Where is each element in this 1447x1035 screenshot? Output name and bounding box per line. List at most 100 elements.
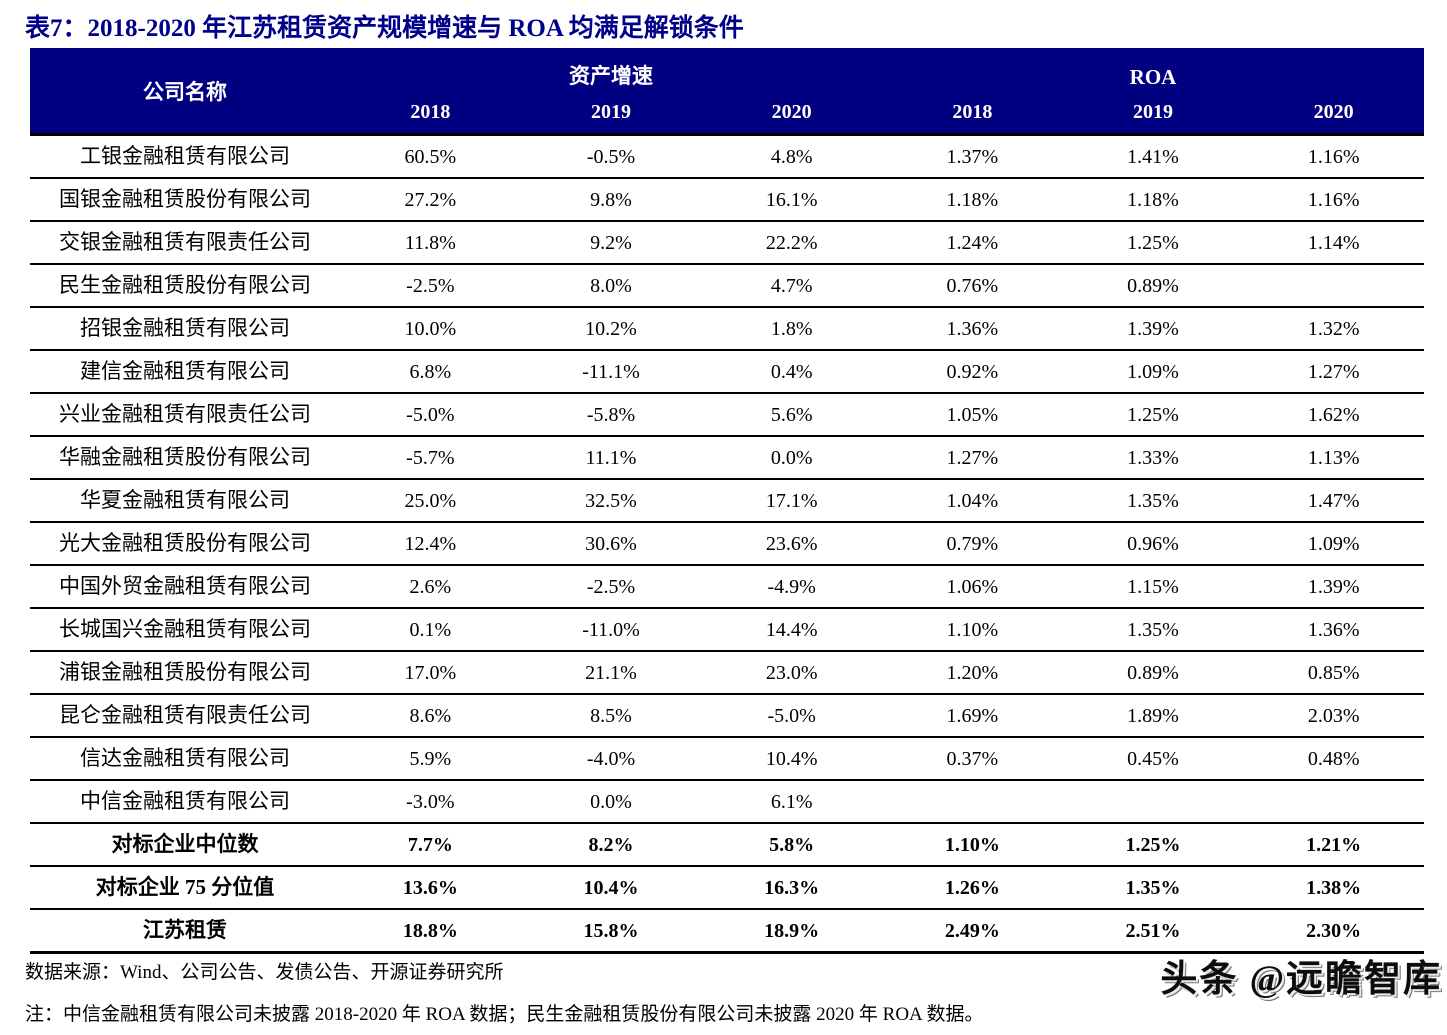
- value-cell: 1.26%: [944, 876, 1000, 899]
- value-cell: 0.79%: [946, 532, 999, 555]
- value-cell: 17.0%: [404, 661, 457, 684]
- table-row: 昆仑金融租赁有限责任公司 8.6% 8.5% -5.0% 1.69% 1.89% 2.03%: [30, 695, 1424, 738]
- value-cell: -0.5%: [586, 145, 636, 168]
- value-cell: 1.25%: [1127, 231, 1179, 254]
- value-cell: 1.62%: [1307, 403, 1360, 426]
- value-cell: 18.8%: [402, 919, 458, 942]
- value-cell: 2.03%: [1307, 704, 1360, 727]
- value-cell: 1.20%: [946, 661, 999, 684]
- value-cell: 6.8%: [409, 360, 452, 383]
- value-cell: -4.9%: [767, 575, 816, 598]
- table-row: 信达金融租赁有限公司 5.9% -4.0% 10.4% 0.37% 0.45% 0.48%: [30, 738, 1424, 781]
- value-cell: 1.69%: [946, 704, 999, 727]
- value-cell: 0.85%: [1307, 661, 1360, 684]
- value-cell: 1.21%: [1306, 833, 1362, 856]
- table-row: 浦银金融租赁股份有限公司 17.0% 21.1% 23.0% 1.20% 0.89% 0.8…: [30, 652, 1424, 695]
- value-cell: 2.6%: [409, 575, 452, 598]
- company-name-cell: 浦银金融租赁股份有限公司: [59, 660, 311, 684]
- value-cell: 27.2%: [404, 188, 457, 211]
- value-cell: 0.1%: [409, 618, 452, 641]
- value-cell: 7.7%: [407, 833, 453, 856]
- value-cell: 9.2%: [590, 231, 632, 254]
- value-cell: 0.37%: [946, 747, 999, 770]
- company-name-cell: 昆仑金融租赁有限责任公司: [59, 703, 311, 727]
- value-cell: 8.5%: [590, 704, 632, 727]
- value-cell: 1.18%: [1127, 188, 1179, 211]
- value-cell: 0.89%: [1127, 661, 1179, 684]
- value-cell: 17.1%: [765, 489, 818, 512]
- company-name-cell: 华夏金融租赁有限公司: [80, 488, 290, 512]
- value-cell: 5.6%: [770, 403, 813, 426]
- column-header-year: 2019: [1132, 101, 1173, 123]
- value-cell: 1.09%: [1127, 360, 1179, 383]
- table-row: 江苏租赁 18.8% 15.8% 18.9% 2.49% 2.51% 2.30%: [30, 910, 1424, 954]
- value-cell: -2.5%: [406, 274, 455, 297]
- value-cell: 1.35%: [1125, 876, 1181, 899]
- value-cell: 1.27%: [1307, 360, 1360, 383]
- value-cell: 13.6%: [402, 876, 458, 899]
- value-cell: 1.18%: [946, 188, 999, 211]
- value-cell: 1.39%: [1307, 575, 1360, 598]
- value-cell: 16.1%: [765, 188, 818, 211]
- table-header: 公司名称 资产增速 ROA 2018 2019 2020 2018 2019 2…: [30, 48, 1424, 136]
- value-cell: 0.48%: [1307, 747, 1360, 770]
- value-cell: 12.4%: [404, 532, 457, 555]
- table-row: 对标企业中位数 7.7% 8.2% 5.8% 1.10% 1.25% 1.21%: [30, 824, 1424, 867]
- column-group-asset-growth: 资产增速: [569, 64, 653, 88]
- table-row: 华融金融租赁股份有限公司 -5.7% 11.1% 0.0% 1.27% 1.33% 1.13…: [30, 437, 1424, 480]
- value-cell: 1.10%: [946, 618, 999, 641]
- value-cell: 1.06%: [946, 575, 999, 598]
- column-header-year: 2020: [771, 101, 812, 123]
- table-row: 工银金融租赁有限公司 60.5% -0.5% 4.8% 1.37% 1.41% 1.16%: [30, 136, 1424, 179]
- table-row: 民生金融租赁股份有限公司 -2.5% 8.0% 4.7% 0.76% 0.89%: [30, 265, 1424, 308]
- value-cell: 6.1%: [770, 790, 813, 813]
- value-cell: 1.38%: [1306, 876, 1362, 899]
- value-cell: 0.96%: [1127, 532, 1179, 555]
- table-row: 建信金融租赁有限公司 6.8% -11.1% 0.4% 0.92% 1.09% 1.27%: [30, 351, 1424, 394]
- value-cell: 1.33%: [1127, 446, 1179, 469]
- table-row: 国银金融租赁股份有限公司 27.2% 9.8% 16.1% 1.18% 1.18% 1.16…: [30, 179, 1424, 222]
- value-cell: 1.05%: [946, 403, 999, 426]
- value-cell: 23.6%: [765, 532, 818, 555]
- value-cell: 0.45%: [1127, 747, 1179, 770]
- value-cell: 1.39%: [1127, 317, 1179, 340]
- table-row: 招银金融租赁有限公司 10.0% 10.2% 1.8% 1.36% 1.39% 1.32%: [30, 308, 1424, 351]
- value-cell: 16.3%: [764, 876, 820, 899]
- value-cell: 1.25%: [1125, 833, 1181, 856]
- value-cell: 1.37%: [946, 145, 999, 168]
- table-row: 交银金融租赁有限责任公司 11.8% 9.2% 22.2% 1.24% 1.25% 1.14…: [30, 222, 1424, 265]
- company-name-cell: 中信金融租赁有限公司: [80, 789, 290, 813]
- value-cell: 5.9%: [409, 747, 452, 770]
- value-cell: 10.4%: [583, 876, 639, 899]
- value-cell: 11.8%: [404, 231, 456, 254]
- value-cell: -4.0%: [586, 747, 636, 770]
- table-row: 对标企业 75 分位值 13.6% 10.4% 16.3% 1.26% 1.35% 1.38…: [30, 867, 1424, 910]
- value-cell: 8.2%: [588, 833, 634, 856]
- value-cell: 0.0%: [590, 790, 632, 813]
- value-cell: 30.6%: [585, 532, 637, 555]
- value-cell: 0.92%: [946, 360, 999, 383]
- value-cell: 1.47%: [1307, 489, 1360, 512]
- value-cell: -3.0%: [406, 790, 455, 813]
- value-cell: 1.16%: [1307, 188, 1360, 211]
- company-name-cell: 国银金融租赁股份有限公司: [59, 187, 311, 211]
- value-cell: 1.35%: [1127, 618, 1179, 641]
- table-body: 工银金融租赁有限公司 60.5% -0.5% 4.8% 1.37% 1.41% 1.16% 国…: [30, 136, 1424, 954]
- value-cell: 1.04%: [946, 489, 999, 512]
- column-header-year: 2018: [952, 101, 993, 123]
- table-row: 兴业金融租赁有限责任公司 -5.0% -5.8% 5.6% 1.05% 1.25% 1.62…: [30, 394, 1424, 437]
- value-cell: 1.35%: [1127, 489, 1179, 512]
- column-header-year: 2019: [590, 101, 631, 123]
- value-cell: 4.8%: [770, 145, 813, 168]
- data-table: 公司名称 资产增速 ROA 2018 2019 2020 2018 2019 2…: [30, 48, 1424, 954]
- value-cell: 10.4%: [765, 747, 818, 770]
- column-group-roa: ROA: [1129, 65, 1177, 89]
- value-cell: 23.0%: [765, 661, 818, 684]
- company-name-cell: 对标企业 75 分位值: [95, 875, 275, 899]
- watermark-logo: 头条 @远瞻智库: [1160, 959, 1442, 1000]
- table-row: 长城国兴金融租赁有限公司 0.1% -11.0% 14.4% 1.10% 1.35% 1.3…: [30, 609, 1424, 652]
- company-name-cell: 对标企业中位数: [111, 832, 259, 856]
- value-cell: 1.41%: [1127, 145, 1179, 168]
- value-cell: 2.30%: [1306, 919, 1362, 942]
